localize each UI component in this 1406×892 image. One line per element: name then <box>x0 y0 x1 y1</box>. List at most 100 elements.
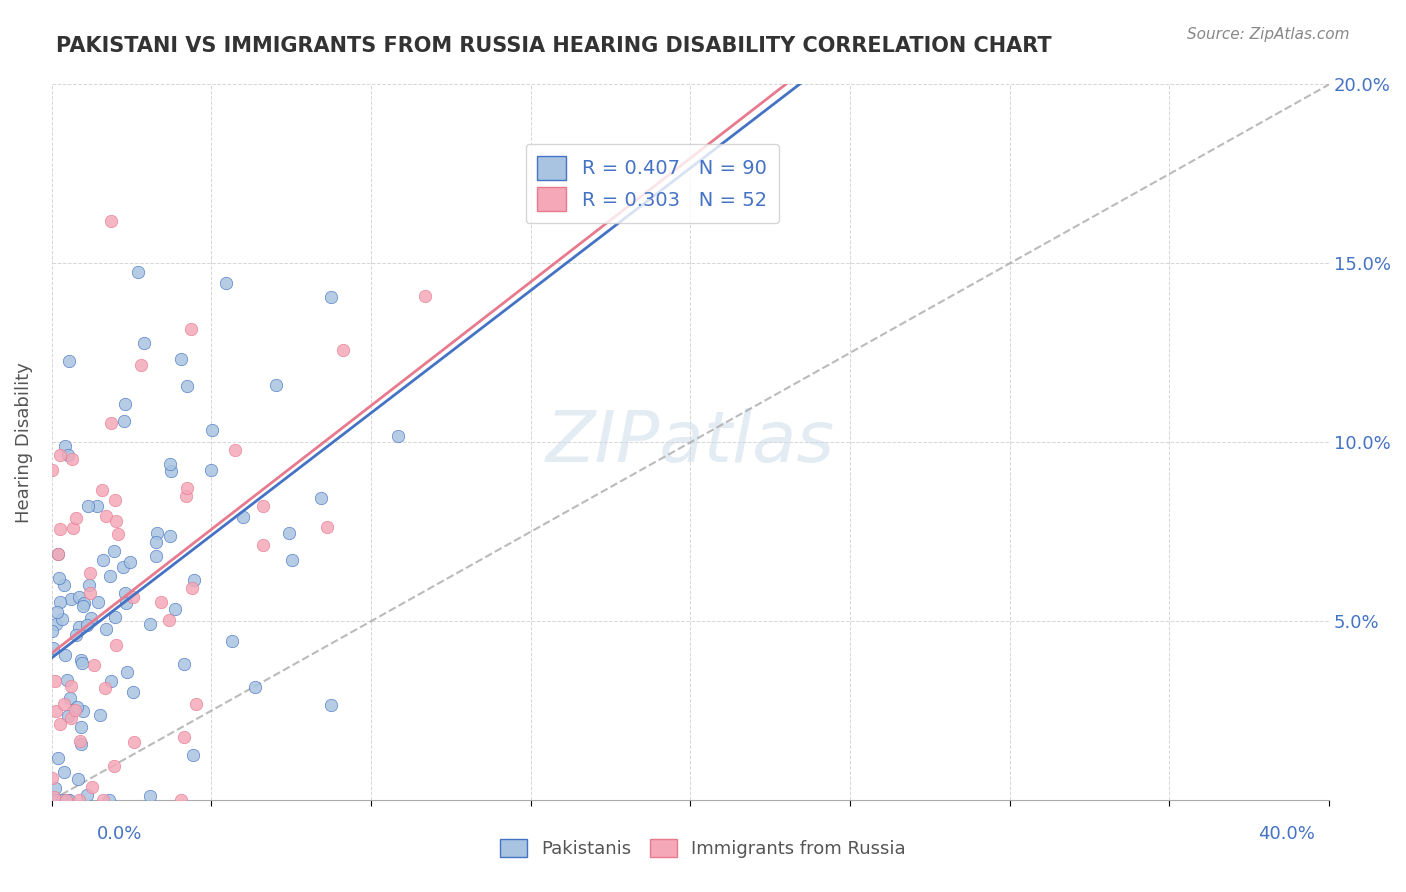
Point <box>105 638 128 652</box>
Point <box>104 493 127 508</box>
Point <box>316 520 339 534</box>
Point <box>309 491 332 506</box>
Point <box>52 577 75 591</box>
Point <box>107 527 129 541</box>
Point <box>48 522 70 536</box>
Point <box>70 656 93 670</box>
Point <box>387 429 409 443</box>
Point <box>103 759 125 773</box>
Point <box>67 772 90 787</box>
Point <box>44 674 66 689</box>
Point <box>215 276 238 290</box>
Point <box>77 578 100 592</box>
Point <box>67 590 90 604</box>
Point <box>224 443 246 458</box>
Point <box>44 780 66 795</box>
Point <box>51 612 73 626</box>
Point <box>70 720 93 734</box>
Point <box>45 793 67 807</box>
Point <box>124 735 146 749</box>
Text: Source: ZipAtlas.com: Source: ZipAtlas.com <box>1187 27 1350 42</box>
Point <box>176 481 198 495</box>
Point <box>87 595 110 609</box>
Point <box>96 622 118 636</box>
Point <box>80 780 103 794</box>
Point <box>59 592 82 607</box>
Point <box>150 595 173 609</box>
Point <box>45 704 67 718</box>
Point <box>122 590 145 604</box>
Point <box>69 737 91 751</box>
Point <box>52 764 75 779</box>
Point <box>69 652 91 666</box>
Point <box>45 616 67 631</box>
Legend: R = 0.407   N = 90, R = 0.303   N = 52: R = 0.407 N = 90, R = 0.303 N = 52 <box>526 145 779 223</box>
Point <box>181 747 204 762</box>
Point <box>138 789 160 803</box>
Point <box>58 354 80 368</box>
Y-axis label: Hearing Disability: Hearing Disability <box>15 362 32 523</box>
Point <box>118 555 141 569</box>
Point <box>65 627 87 641</box>
Point <box>180 322 202 336</box>
Point <box>114 414 136 428</box>
Point <box>41 624 63 638</box>
Point <box>100 416 122 430</box>
Point <box>53 648 76 662</box>
Point <box>80 610 103 624</box>
Point <box>56 709 79 723</box>
Point <box>170 351 193 366</box>
Point <box>157 613 180 627</box>
Point <box>319 290 342 304</box>
Point <box>53 698 76 712</box>
Point <box>163 602 186 616</box>
Point <box>176 379 198 393</box>
Point <box>159 529 181 543</box>
Text: PAKISTANI VS IMMIGRANTS FROM RUSSIA HEARING DISABILITY CORRELATION CHART: PAKISTANI VS IMMIGRANTS FROM RUSSIA HEAR… <box>56 36 1052 55</box>
Point <box>129 358 152 372</box>
Point <box>112 560 135 574</box>
Point <box>146 525 169 540</box>
Point <box>63 703 86 717</box>
Point <box>132 336 155 351</box>
Point <box>93 793 115 807</box>
Point <box>201 423 224 437</box>
Point <box>58 691 80 706</box>
Point <box>73 596 96 610</box>
Legend: Pakistanis, Immigrants from Russia: Pakistanis, Immigrants from Russia <box>494 831 912 865</box>
Point <box>46 605 69 619</box>
Point <box>76 617 98 632</box>
Point <box>72 704 94 718</box>
Point <box>100 673 122 688</box>
Point <box>181 581 204 595</box>
Point <box>121 685 143 699</box>
Point <box>139 617 162 632</box>
Point <box>48 571 70 585</box>
Point <box>145 549 167 564</box>
Point <box>60 451 83 466</box>
Point <box>94 681 117 696</box>
Point <box>281 553 304 567</box>
Point <box>127 265 149 279</box>
Point <box>232 509 254 524</box>
Point <box>79 586 101 600</box>
Point <box>49 717 72 731</box>
Point <box>44 793 66 807</box>
Point <box>66 700 89 714</box>
Point <box>83 657 105 672</box>
Point <box>321 698 343 713</box>
Point <box>72 599 94 614</box>
Point <box>104 609 127 624</box>
Point <box>56 448 79 462</box>
Point <box>59 679 82 693</box>
Point <box>332 343 354 358</box>
Point <box>183 573 205 587</box>
Point <box>55 793 77 807</box>
Point <box>56 793 79 807</box>
Point <box>46 793 69 807</box>
Point <box>184 697 207 711</box>
Point <box>76 789 98 803</box>
Point <box>89 708 111 723</box>
Point <box>58 793 80 807</box>
Point <box>104 514 127 528</box>
